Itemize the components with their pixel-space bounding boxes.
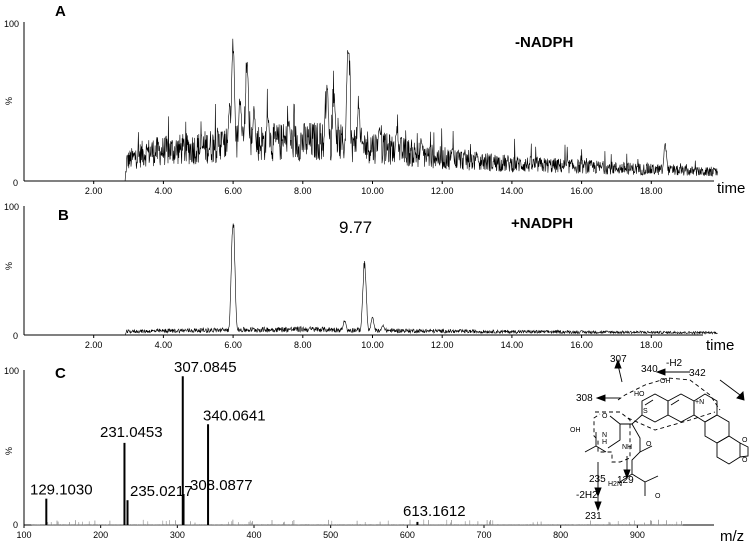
atom-o-carbonyl: O bbox=[602, 413, 608, 420]
x-tick-label: 8.00 bbox=[294, 340, 312, 350]
frag-340: 340 bbox=[641, 364, 658, 375]
spectrum-peak-label: 235.0217 bbox=[130, 483, 193, 500]
x-tick-label: 4.00 bbox=[155, 340, 173, 350]
atom-s: S bbox=[643, 408, 648, 415]
fragmentation-structure: 307 340 -H2 342 308 235 -2H2 231 129 OH … bbox=[570, 354, 749, 522]
spectrum-peak-label: 129.1030 bbox=[30, 482, 93, 499]
panel-a: A -NADPH 100 0 % time 2.00 4.00 6.00 8.00 10… bbox=[4, 3, 745, 197]
panel-b: B +NADPH 9.77 100 0 % time 2.00 4.00 6.00 8… bbox=[4, 202, 734, 354]
panel-a-y-bottom: 0 bbox=[13, 178, 18, 188]
spectrum-peak-label: 231.0453 bbox=[100, 424, 163, 441]
x-tick-label: 700 bbox=[476, 530, 491, 540]
frag-342: 342 bbox=[689, 368, 706, 379]
atom-oh-acid: OH bbox=[570, 427, 581, 434]
atom-o-diox2: O bbox=[742, 457, 748, 464]
frag-307: 307 bbox=[610, 354, 627, 365]
panel-c-y-unit: % bbox=[4, 447, 14, 455]
panel-b-x-word: time bbox=[706, 337, 734, 354]
atom-o-diox1: O bbox=[742, 437, 748, 444]
x-tick-label: 300 bbox=[170, 530, 185, 540]
spectrum-peak-label: 308.0877 bbox=[190, 477, 253, 494]
frag-129: 129 bbox=[617, 475, 634, 486]
structure-cleavage-lines bbox=[593, 377, 721, 463]
frag-minus-2h2: -2H2 bbox=[576, 490, 598, 501]
panel-c-y-top: 100 bbox=[4, 366, 19, 376]
panel-b-y-bottom: 0 bbox=[13, 331, 18, 341]
spectrum-peak-label: 340.0641 bbox=[203, 407, 266, 424]
x-tick-label: 2.00 bbox=[85, 340, 103, 350]
x-tick-label: 8.00 bbox=[294, 186, 312, 196]
atom-h: H bbox=[602, 439, 607, 446]
panel-b-y-top: 100 bbox=[4, 202, 19, 212]
atom-h2n: H2N bbox=[608, 481, 622, 488]
structure-rings bbox=[584, 393, 749, 496]
x-tick-label: 2.00 bbox=[85, 186, 103, 196]
panel-b-letter: B bbox=[58, 207, 69, 224]
panel-a-letter: A bbox=[55, 3, 66, 20]
panel-c-noise bbox=[31, 519, 683, 526]
x-tick-label: 4.00 bbox=[155, 186, 173, 196]
x-tick-label: 10.00 bbox=[361, 340, 384, 350]
panel-a-condition: -NADPH bbox=[515, 34, 573, 51]
frag-235: 235 bbox=[589, 474, 606, 485]
panel-a-trace bbox=[124, 38, 718, 182]
x-tick-label: 500 bbox=[323, 530, 338, 540]
panel-a-x-word: time bbox=[717, 180, 745, 197]
panel-a-y-top: 100 bbox=[4, 19, 19, 29]
x-tick-label: 400 bbox=[246, 530, 261, 540]
x-tick-label: 6.00 bbox=[224, 186, 242, 196]
panel-c-x-word: m/z bbox=[720, 528, 744, 542]
x-tick-label: 12.00 bbox=[431, 186, 454, 196]
atom-n: N bbox=[602, 432, 607, 439]
x-tick-label: 100 bbox=[16, 530, 31, 540]
frag-minus-h2: -H2 bbox=[666, 358, 683, 369]
panel-b-peak-annotation: 9.77 bbox=[339, 218, 372, 237]
atom-n-plus: +N bbox=[695, 399, 704, 406]
atom-o-amide: O bbox=[646, 441, 652, 448]
x-tick-label: 200 bbox=[93, 530, 108, 540]
x-tick-label: 14.00 bbox=[501, 340, 524, 350]
panel-c-y-bottom: 0 bbox=[13, 520, 18, 530]
structure-arrows bbox=[594, 358, 745, 512]
atom-o-acid2: O bbox=[655, 493, 661, 500]
x-tick-label: 6.00 bbox=[224, 340, 242, 350]
x-tick-label: 900 bbox=[630, 530, 645, 540]
spectrum-peak-label: 307.0845 bbox=[174, 359, 237, 376]
panel-c: C 100 0 % m/z 100 200 300 400 500 600 700 800 90… bbox=[4, 359, 744, 542]
x-tick-label: 16.00 bbox=[570, 340, 593, 350]
panel-b-trace bbox=[124, 223, 718, 336]
panel-b-condition: +NADPH bbox=[511, 215, 573, 232]
frag-231: 231 bbox=[585, 511, 602, 522]
x-tick-label: 16.00 bbox=[570, 186, 593, 196]
panel-b-y-unit: % bbox=[4, 262, 14, 270]
panel-c-letter: C bbox=[55, 365, 66, 382]
spectrum-peak-label: 613.1612 bbox=[403, 503, 466, 520]
frag-308: 308 bbox=[576, 393, 593, 404]
x-tick-label: 10.00 bbox=[361, 186, 384, 196]
atom-nh: NH bbox=[622, 444, 632, 451]
x-tick-label: 12.00 bbox=[431, 340, 454, 350]
x-tick-label: 18.00 bbox=[640, 186, 663, 196]
x-tick-label: 600 bbox=[400, 530, 415, 540]
panel-a-y-unit: % bbox=[4, 97, 14, 105]
atom-ho: HO bbox=[634, 391, 645, 398]
atom-oh-top: OH bbox=[660, 378, 671, 385]
x-tick-label: 14.00 bbox=[501, 186, 524, 196]
x-tick-label: 800 bbox=[553, 530, 568, 540]
x-tick-label: 18.00 bbox=[640, 340, 663, 350]
